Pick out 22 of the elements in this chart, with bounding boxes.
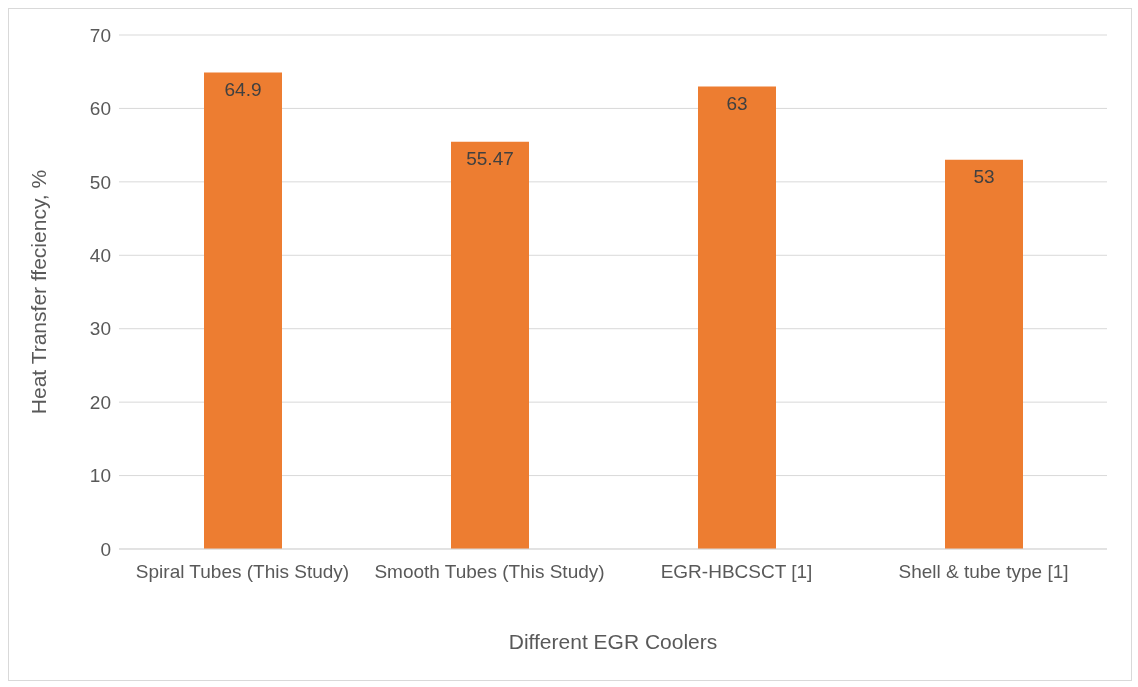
bar xyxy=(698,86,776,549)
y-tick-label: 30 xyxy=(89,318,111,340)
data-label: 53 xyxy=(973,166,995,188)
x-tick-label: EGR-HBCSCT [1] xyxy=(660,561,813,583)
y-axis-title: Heat Transfer ffeciency, % xyxy=(27,169,51,415)
bar xyxy=(945,159,1023,549)
bar xyxy=(204,72,282,549)
data-label: 55.47 xyxy=(466,148,514,170)
y-tick-label: 60 xyxy=(89,98,111,120)
y-tick-label: 50 xyxy=(89,171,111,193)
x-tick-label: Spiral Tubes (This Study) xyxy=(135,561,350,583)
y-tick-label: 10 xyxy=(89,465,111,487)
x-axis-title: Different EGR Coolers xyxy=(508,630,718,653)
y-tick-label: 70 xyxy=(89,24,111,46)
data-label: 64.9 xyxy=(224,78,262,100)
y-tick-label: 20 xyxy=(89,391,111,413)
bar xyxy=(451,141,529,549)
x-tick-label: Shell & tube type [1] xyxy=(898,561,1069,583)
data-label: 63 xyxy=(726,92,748,114)
y-tick-label: 0 xyxy=(100,538,111,560)
x-tick-label: Smooth Tubes (This Study) xyxy=(374,561,605,583)
y-tick-label: 40 xyxy=(89,245,111,267)
